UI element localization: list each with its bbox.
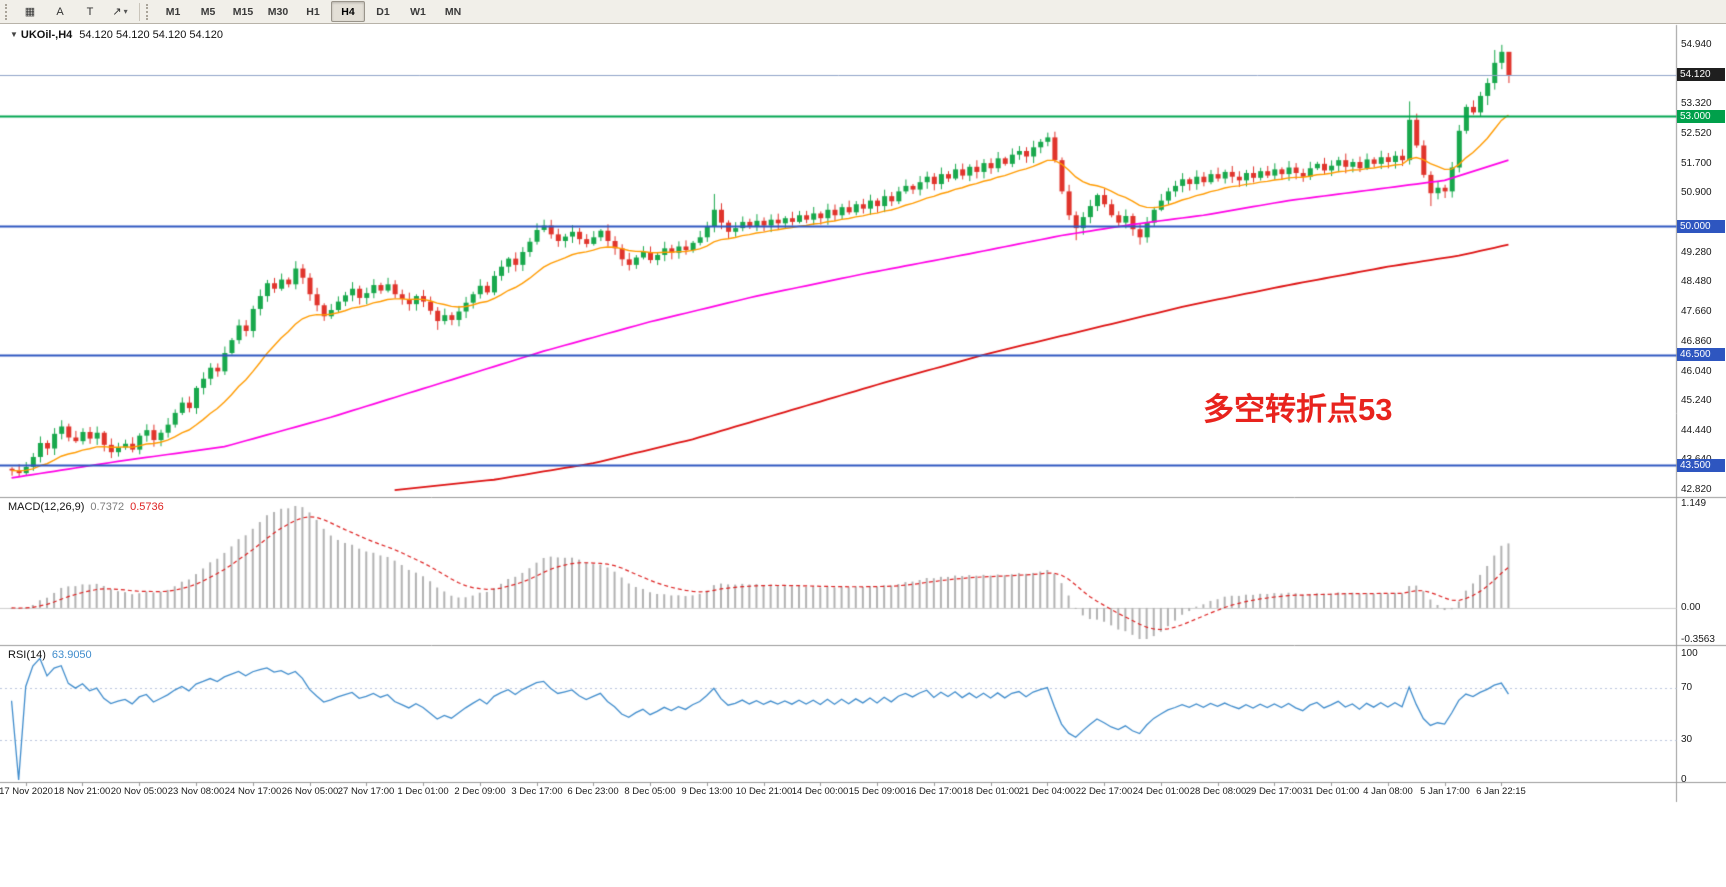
rsi-axis-label: 30: [1681, 734, 1693, 745]
time-axis-label: 24 Nov 17:00: [224, 786, 282, 797]
time-axis-label: 15 Dec 09:00: [848, 786, 906, 797]
price-tick-label: 52.520: [1681, 128, 1712, 139]
time-axis-label: 31 Dec 01:00: [1302, 786, 1360, 797]
rsi-header: RSI(14) 63.9050: [8, 649, 92, 661]
text-box-tool[interactable]: T: [86, 5, 94, 18]
time-axis-label: 18 Dec 01:00: [962, 786, 1020, 797]
chart-symbol-period: UKOil-,H4: [20, 29, 73, 41]
text-label-tool[interactable]: A: [56, 5, 64, 18]
macd-signal-value: 0.5736: [130, 501, 164, 513]
time-axis-label: 1 Dec 01:00: [397, 786, 449, 797]
time-axis-label: 4 Jan 08:00: [1363, 786, 1413, 797]
time-axis-label: 14 Dec 00:00: [791, 786, 849, 797]
macd-main-value: 0.7372: [90, 501, 125, 513]
price-tick-label: 44.440: [1681, 425, 1712, 436]
price-line-label: 54.120: [1677, 68, 1725, 81]
toolbar-drag-handle[interactable]: [146, 3, 152, 20]
macd-axis-label: 1.149: [1681, 498, 1707, 509]
chart-collapse-icon[interactable]: ▼: [10, 30, 18, 39]
timeframe-button-m15[interactable]: M15: [232, 5, 254, 18]
macd-label: MACD(12,26,9): [8, 501, 85, 513]
price-tick-label: 48.480: [1681, 276, 1712, 287]
price-line-label: 46.500: [1677, 348, 1725, 361]
timeframe-button-h1[interactable]: H1: [306, 5, 320, 18]
time-axis-label: 21 Dec 04:00: [1018, 786, 1076, 797]
price-line-label: 50.000: [1677, 220, 1725, 233]
price-tick-label: 53.320: [1681, 98, 1712, 109]
price-tick-label: 51.700: [1681, 158, 1712, 169]
chart-header: ▼ UKOil-,H4 54.120 54.120 54.120 54.120: [10, 29, 223, 41]
toolbar-drag-handle[interactable]: [5, 3, 11, 20]
timeframe-button-mn[interactable]: MN: [444, 5, 462, 18]
price-tick-label: 46.040: [1681, 366, 1712, 377]
price-line-label: 43.500: [1677, 459, 1725, 472]
rsi-axis-label: 100: [1681, 648, 1698, 659]
top-toolbar: ▦ A T ↗ ▾ M1 M5 M15 M30 H1 H4 D1 W1 MN: [0, 0, 1726, 24]
time-axis-label: 9 Dec 13:00: [681, 786, 733, 797]
price-tick-label: 54.940: [1681, 39, 1712, 50]
price-tick-label: 46.860: [1681, 336, 1712, 347]
arrow-draw-tool[interactable]: ↗ ▾: [112, 6, 128, 18]
price-tick-label: 45.240: [1681, 395, 1712, 406]
chart-window-icon[interactable]: ▦: [24, 6, 36, 18]
time-axis-label: 10 Dec 21:00: [735, 786, 793, 797]
price-tick-label: 47.660: [1681, 306, 1712, 317]
time-axis-label: 8 Dec 05:00: [624, 786, 676, 797]
time-axis-label: 24 Dec 01:00: [1132, 786, 1190, 797]
time-axis-label: 28 Dec 08:00: [1189, 786, 1247, 797]
time-axis-label: 17 Nov 2020: [0, 786, 53, 797]
price-tick-label: 42.820: [1681, 484, 1712, 495]
time-axis-label: 27 Nov 17:00: [337, 786, 395, 797]
rsi-label: RSI(14): [8, 649, 46, 661]
macd-header: MACD(12,26,9) 0.7372 0.5736: [8, 501, 164, 513]
rsi-axis-label: 0: [1681, 774, 1687, 785]
price-tick-label: 49.280: [1681, 247, 1712, 258]
timeframe-button-h4[interactable]: H4: [331, 1, 365, 22]
price-line-label: 53.000: [1677, 110, 1725, 123]
time-axis-label: 5 Jan 17:00: [1420, 786, 1470, 797]
rsi-value: 63.9050: [51, 649, 92, 661]
chart-annotation-text: 多空转折点53: [1203, 392, 1393, 427]
timeframe-button-m1[interactable]: M1: [165, 5, 181, 18]
time-axis-label: 23 Nov 08:00: [167, 786, 225, 797]
time-axis-label: 6 Jan 22:15: [1476, 786, 1526, 797]
time-axis-label: 3 Dec 17:00: [511, 786, 563, 797]
timeframe-button-m5[interactable]: M5: [200, 5, 216, 18]
toolbar-separator: [139, 2, 140, 21]
macd-axis-label: 0.00: [1681, 602, 1701, 613]
time-axis-label: 18 Nov 21:00: [53, 786, 111, 797]
chevron-down-icon: ▾: [123, 7, 128, 16]
time-axis-label: 16 Dec 17:00: [905, 786, 963, 797]
timeframe-button-d1[interactable]: D1: [376, 5, 390, 18]
time-axis-label: 2 Dec 09:00: [454, 786, 506, 797]
timeframe-button-m30[interactable]: M30: [267, 5, 289, 18]
time-axis-label: 20 Nov 05:00: [110, 786, 168, 797]
time-axis-label: 29 Dec 17:00: [1245, 786, 1303, 797]
price-tick-label: 50.900: [1681, 187, 1712, 198]
time-axis-label: 6 Dec 23:00: [567, 786, 619, 797]
chart-ohlc-values: 54.120 54.120 54.120 54.120: [79, 29, 224, 41]
time-axis-label: 22 Dec 17:00: [1075, 786, 1133, 797]
timeframe-button-w1[interactable]: W1: [410, 5, 426, 18]
time-axis-label: 26 Nov 05:00: [281, 786, 339, 797]
rsi-axis-label: 70: [1681, 682, 1693, 693]
macd-axis-label: -0.3563: [1681, 634, 1715, 645]
